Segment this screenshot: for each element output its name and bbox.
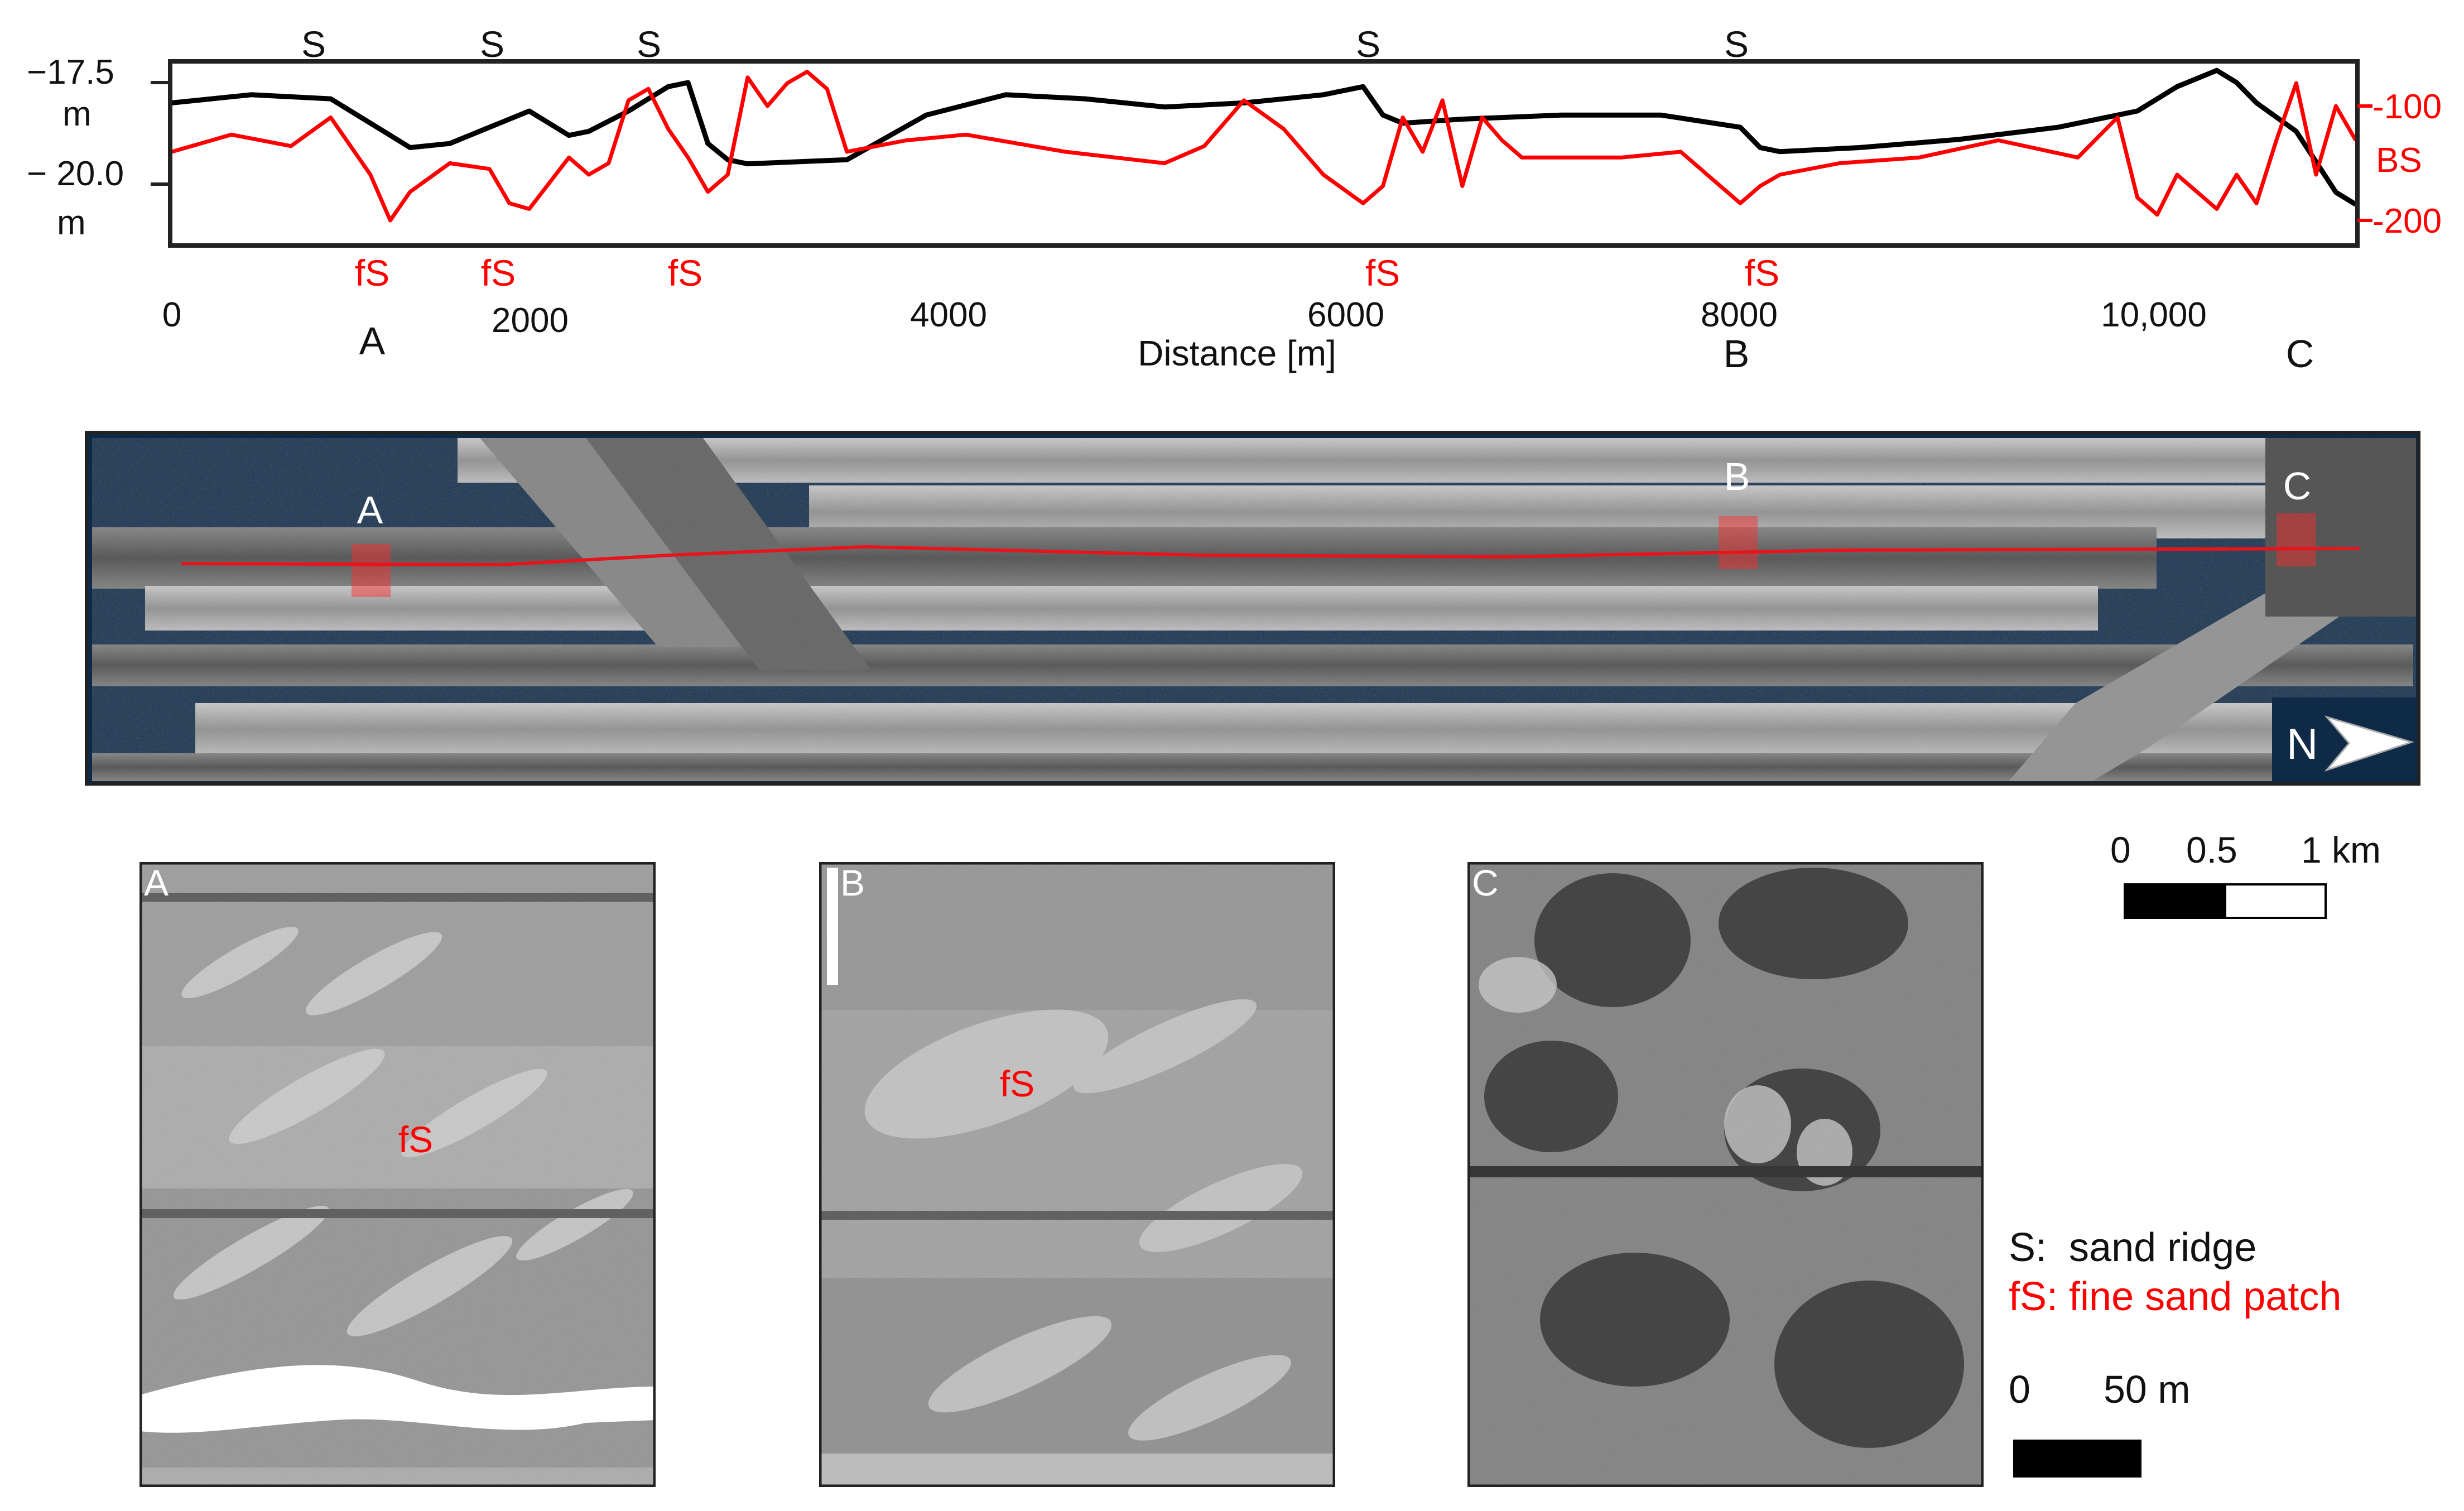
patch-marker-b	[1719, 516, 1758, 569]
survey-track-line	[181, 545, 2361, 567]
sand-ridge-label: S	[480, 23, 504, 65]
section-letter-b: B	[1724, 332, 1750, 376]
inset-frame	[819, 862, 1335, 1487]
sonar-swath-diagonal	[480, 438, 770, 647]
x-tick-label: 4000	[910, 296, 987, 334]
right-axis-tick-label-lower: -200	[2372, 202, 2442, 240]
section-letter-a: A	[359, 319, 386, 363]
inset-c: C	[1467, 862, 1984, 1487]
patch-marker-a	[352, 544, 391, 597]
profile-plot-frame	[168, 59, 2360, 248]
x-tick-label: 6000	[1307, 296, 1384, 334]
profile-series-group	[171, 68, 2358, 223]
right-axis-label: BS	[2376, 141, 2422, 180]
inset-label-a: A	[144, 862, 169, 903]
inset-frame	[1467, 862, 1984, 1487]
map-label-b: B	[1724, 455, 1750, 498]
sonar-artifact	[827, 868, 838, 985]
bathymetry-series-line	[171, 68, 2357, 207]
sand-ridge-label: S	[1356, 23, 1380, 65]
left-axis-unit-upper: m	[62, 95, 92, 133]
left-axis-tick-label-lower: − 20.0	[27, 155, 124, 193]
sonar-swath	[92, 527, 2157, 589]
rough-seafloor	[2265, 438, 2416, 617]
fine-sand-label: fS	[1365, 252, 1400, 293]
inset-b: B fS	[819, 862, 1335, 1487]
sand-ridge-label: S	[301, 23, 326, 65]
left-axis-tick-label-upper: −17.5	[27, 53, 114, 92]
backscatter-series-line	[171, 70, 2358, 223]
x-tick-label: 2000	[492, 301, 569, 340]
north-arrow-icon	[2324, 715, 2415, 772]
map-label-c: C	[2283, 464, 2312, 508]
inset-scale-black-segment	[2013, 1440, 2141, 1478]
right-axis-tick-label-upper: -100	[2372, 88, 2442, 126]
map-scale-tick-0: 0	[2110, 829, 2131, 870]
map-scale-white-segment	[2224, 883, 2327, 919]
x-tick-label: 8000	[1701, 296, 1778, 334]
sidescan-mosaic-map: A B C N	[85, 431, 2420, 786]
inset-fine-sand-label: fS	[1000, 1063, 1034, 1104]
x-tick-label: 10,000	[2101, 296, 2207, 334]
inset-scale-bar: 0 50 m	[2003, 1367, 2249, 1484]
patch-marker-c	[2277, 513, 2316, 566]
legend-sand-ridge: S: sand ridge	[2009, 1225, 2257, 1270]
fine-sand-label: fS	[668, 252, 702, 293]
x-tick-label: 0	[162, 296, 181, 334]
sand-ridge-label: S	[637, 23, 661, 65]
legend: S: sand ridge fS: fine sand patch	[2009, 1225, 2455, 1331]
legend-fine-sand-patch: fS: fine sand patch	[2009, 1274, 2342, 1319]
inset-a: A fS	[139, 862, 656, 1487]
north-arrow: N	[2272, 697, 2416, 781]
fine-sand-label: fS	[355, 252, 389, 293]
inset-scale-tick-50: 50 m	[2104, 1368, 2191, 1411]
x-axis-label: Distance [m]	[1138, 333, 1336, 373]
map-scale-tick-half: 0.5	[2186, 829, 2237, 870]
map-scale-bar: 0 0.5 1 km	[2104, 829, 2381, 923]
sonar-swath	[145, 586, 2098, 631]
fine-sand-label: fS	[481, 252, 516, 293]
section-letter-c: C	[2286, 332, 2314, 376]
left-axis-unit-lower: m	[57, 204, 86, 242]
inset-fine-sand-label: fS	[398, 1119, 433, 1160]
map-scale-black-segment	[2124, 883, 2229, 919]
profile-chart: −17.5 m − 20.0 m -100 BS -200 S S S S S …	[27, 23, 2442, 376]
sonar-swath-diagonal	[2009, 580, 2343, 781]
fine-sand-label: fS	[1745, 252, 1779, 293]
sonar-swath	[458, 438, 2416, 483]
north-label: N	[2287, 719, 2318, 768]
inset-scale-tick-0: 0	[2009, 1368, 2030, 1411]
inset-frame	[139, 862, 656, 1487]
sonar-swath	[92, 644, 2413, 686]
sand-ridge-label: S	[1724, 23, 1749, 65]
inset-label-c: C	[1472, 862, 1499, 903]
map-scale-tick-1: 1 km	[2301, 829, 2381, 870]
inset-label-b: B	[840, 862, 865, 903]
sonar-swath	[195, 703, 2316, 756]
no-data-band	[139, 1365, 656, 1433]
map-label-a: A	[357, 488, 383, 532]
